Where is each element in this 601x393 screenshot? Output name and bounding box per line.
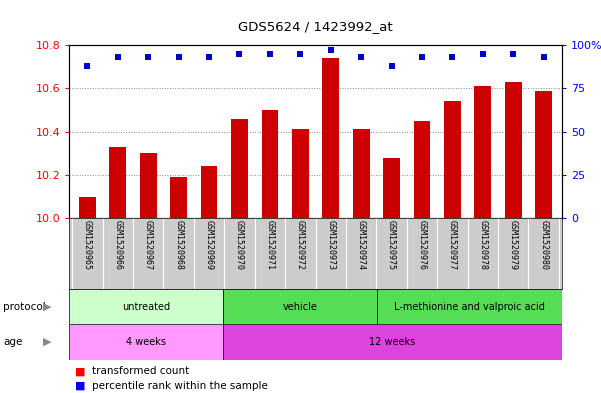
Text: ■: ■	[75, 366, 85, 376]
Bar	[353, 130, 370, 218]
Bar	[69, 324, 223, 360]
Text: GSM1520980: GSM1520980	[539, 220, 548, 270]
Bar	[170, 177, 187, 218]
Bar	[223, 324, 562, 360]
Text: GSM1520979: GSM1520979	[509, 220, 517, 270]
Text: GSM1520976: GSM1520976	[418, 220, 427, 270]
Bar	[109, 147, 126, 218]
Text: GSM1520965: GSM1520965	[83, 220, 92, 270]
Bar	[201, 166, 218, 218]
Text: protocol: protocol	[3, 301, 46, 312]
Bar	[140, 153, 157, 218]
Bar	[377, 289, 562, 324]
Text: GSM1520970: GSM1520970	[235, 220, 244, 270]
Text: ▶: ▶	[43, 301, 52, 312]
Point	[265, 51, 275, 57]
Bar	[413, 121, 430, 218]
Point	[508, 51, 518, 57]
Text: 12 weeks: 12 weeks	[370, 337, 416, 347]
Bar	[383, 158, 400, 218]
Bar	[444, 101, 461, 218]
Bar	[535, 91, 552, 218]
Text: GSM1520971: GSM1520971	[266, 220, 275, 270]
Text: GSM1520966: GSM1520966	[114, 220, 122, 270]
Text: L-methionine and valproic acid: L-methionine and valproic acid	[394, 301, 545, 312]
Text: percentile rank within the sample: percentile rank within the sample	[92, 381, 268, 391]
Text: ▶: ▶	[43, 337, 52, 347]
Point	[539, 54, 549, 61]
Text: GSM1520972: GSM1520972	[296, 220, 305, 270]
Text: age: age	[3, 337, 22, 347]
Bar	[322, 58, 339, 218]
Bar	[79, 196, 96, 218]
Text: GDS5624 / 1423992_at: GDS5624 / 1423992_at	[238, 20, 393, 33]
Point	[448, 54, 457, 61]
Point	[234, 51, 244, 57]
Point	[113, 54, 123, 61]
Bar	[474, 86, 491, 218]
Text: GSM1520978: GSM1520978	[478, 220, 487, 270]
Point	[356, 54, 366, 61]
Text: 4 weeks: 4 weeks	[126, 337, 166, 347]
Point	[204, 54, 214, 61]
Text: GSM1520977: GSM1520977	[448, 220, 457, 270]
Bar	[292, 130, 309, 218]
Bar	[505, 82, 522, 218]
Point	[296, 51, 305, 57]
Text: GSM1520967: GSM1520967	[144, 220, 153, 270]
Text: vehicle: vehicle	[282, 301, 317, 312]
Text: GSM1520968: GSM1520968	[174, 220, 183, 270]
Bar	[69, 289, 223, 324]
Text: GSM1520974: GSM1520974	[356, 220, 365, 270]
Text: ■: ■	[75, 381, 85, 391]
Point	[174, 54, 183, 61]
Text: transformed count: transformed count	[92, 366, 189, 376]
Point	[387, 63, 397, 69]
Point	[144, 54, 153, 61]
Bar	[261, 110, 278, 218]
Text: GSM1520973: GSM1520973	[326, 220, 335, 270]
Text: GSM1520975: GSM1520975	[387, 220, 396, 270]
Text: GSM1520969: GSM1520969	[204, 220, 213, 270]
Point	[417, 54, 427, 61]
Point	[478, 51, 487, 57]
Bar	[223, 289, 377, 324]
Text: untreated: untreated	[122, 301, 170, 312]
Bar	[231, 119, 248, 218]
Point	[326, 47, 335, 53]
Point	[82, 63, 92, 69]
